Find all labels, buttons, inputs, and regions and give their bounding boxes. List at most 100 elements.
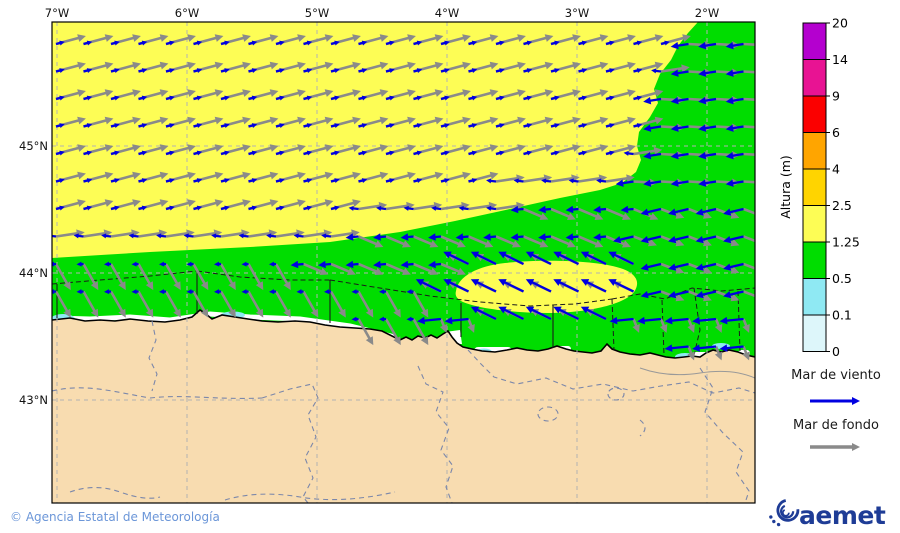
swell-arrow-head [682,34,691,42]
swell-arrow-head [352,144,361,152]
swell-arrow-head [627,89,636,97]
swell-arrow [329,290,345,315]
wind-sea-arrow-head [76,289,82,295]
wind-sea-arrow-head [416,95,423,101]
swell-arrow-head [544,89,554,97]
swell-arrow-head [648,238,657,247]
wind-sea-arrow-head [306,178,313,183]
wind-sea-arrow-head [670,69,679,77]
wind-sea-arrow-head [444,40,450,46]
wind-sea-arrow-head [608,279,617,286]
swell-arrow-head [324,199,334,207]
swell-arrow [384,290,400,315]
wind-sea-arrow-head [379,316,385,322]
swell-arrow [274,263,290,288]
wind-sea-arrow-head [306,68,313,73]
wind-sea-arrow-head [334,123,340,128]
swell-arrow-head [242,199,251,207]
wind-sea-arrow-head [306,205,313,211]
wind-sea-arrow-head [723,263,732,271]
wind-sea-arrow-head [526,40,533,46]
swell-arrow-head [759,69,767,77]
swell-arrow-head [517,61,526,70]
wind-sea-arrow-head [373,233,381,241]
wind-sea-arrow-head [86,40,93,46]
swell-arrow-head [187,171,196,180]
wind-sea-arrow-head [196,205,203,211]
wind-sea-arrow-head [444,123,450,128]
wind-sea-arrow-head [214,289,220,295]
swell-arrow [192,263,208,288]
wind-sea-arrow-head [251,178,258,183]
colorbar-segment [802,241,827,279]
wind-sea-arrow-head [361,123,368,128]
swell-arrow-head [242,116,251,125]
swell-arrow-head [324,116,334,125]
wind-sea-arrow-head [664,316,673,325]
wind-sea-arrow-head [554,123,560,128]
swell-arrow-head [159,34,169,42]
swell-arrow [54,263,70,288]
colorbar-tick-label: 0 [832,344,840,359]
wind-sea-arrow-head [86,205,93,211]
wind-sea-arrow-head [541,178,547,184]
swell-arrow-head [283,308,291,318]
wind-sea-arrow-head [416,40,423,46]
swell-arrow-head [132,171,141,180]
swell-arrow-head [324,171,334,180]
wind-sea-arrow-head [554,40,560,46]
wind-sea-arrow-head [581,40,588,46]
wind-sea-arrow-head [593,205,601,214]
wind-sea-arrow-head [416,123,423,128]
lon-tick-label: 5°W [305,6,329,20]
swell-arrow [605,176,631,183]
swell-arrow-head [187,144,196,152]
wind-sea-arrow-head [361,40,368,46]
swell-arrow-head [242,61,251,70]
wind-sea-arrow [501,307,525,321]
wind-sea-arrow-head [306,123,313,128]
swell-arrow [109,290,125,315]
swell-arrow [110,231,136,238]
wind-sea-arrow-head [59,123,65,128]
swell-arrow-head [517,144,526,152]
wind-sea-arrow-head [444,150,450,156]
wave-arrow-field [52,34,767,361]
wind-sea-arrow-head [668,208,677,216]
wind-sea-arrow-head [526,95,533,101]
wind-sea-arrow-head [444,68,450,73]
swell-arrow-head [132,199,141,207]
wind-sea-arrow-head [470,279,480,286]
swell-arrow-head [714,324,723,333]
wind-sea-arrow-head [76,261,82,267]
wind-sea-arrow [528,252,552,266]
wind-sea-arrow-head [664,40,670,46]
wind-sea-arrow [556,252,580,266]
wind-sea-arrow-head [725,179,734,187]
swell-arrow-head [159,61,169,70]
wind-sea-arrow-head [471,95,478,101]
swell-arrow [219,290,235,315]
swell-arrow-head [269,116,279,125]
wind-sea-arrow-head [214,261,220,267]
swell-arrow-head [379,89,389,97]
swell-arrow-head [407,34,416,42]
wind-sea-arrow-head [251,123,258,128]
lat-tick-label: 45°N [19,139,48,153]
swell-arrow-head [484,240,494,248]
swell-arrow-head [462,61,471,70]
swell-arrow-head [489,116,499,125]
wind-sea-arrow-head [643,124,652,132]
swell-arrow [743,207,755,215]
swell-arrow-head [462,144,471,152]
colorbar-segment [802,205,827,243]
wind-sea-arrow-head [169,205,175,211]
swell-arrow-head [77,199,86,207]
wind-sea-arrow [473,307,497,321]
swell-arrow-head [759,151,767,159]
wind-sea-arrow-head [169,68,175,73]
wind-sea-arrow-head [623,150,629,156]
wind-sea-arrow-head [668,263,677,271]
swell-arrow-head [77,61,86,70]
